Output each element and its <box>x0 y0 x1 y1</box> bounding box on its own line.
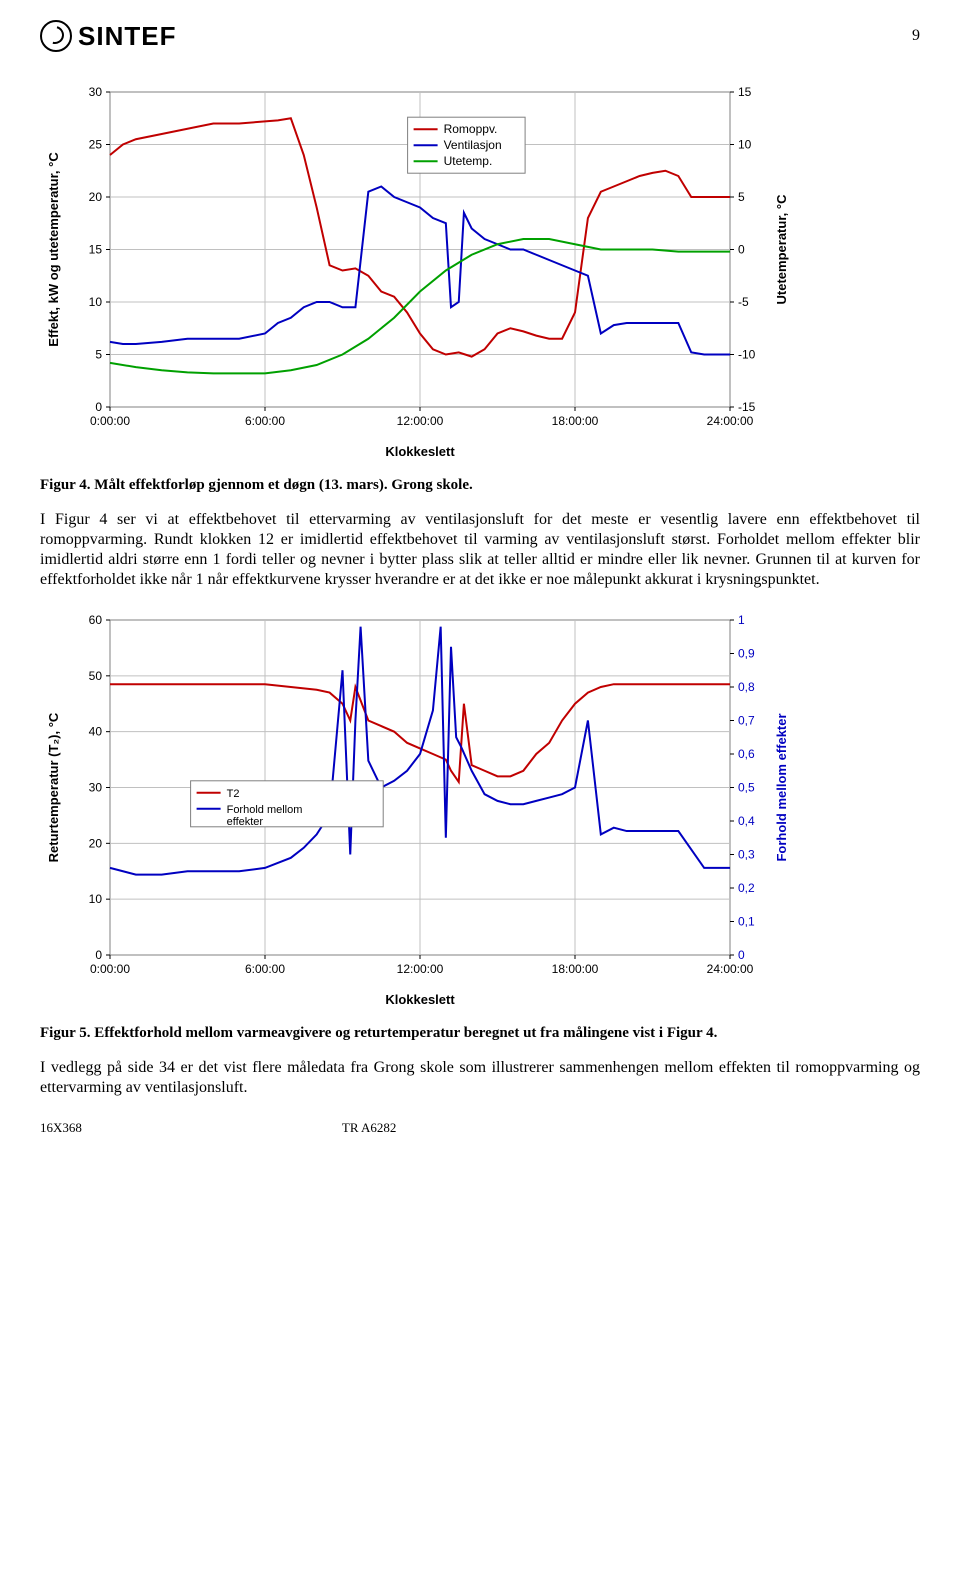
svg-text:effekter: effekter <box>227 816 264 828</box>
svg-text:5: 5 <box>738 190 745 204</box>
svg-text:30: 30 <box>89 781 103 795</box>
brand-name: SINTEF <box>78 21 176 52</box>
page-number: 9 <box>912 27 920 45</box>
svg-text:0,6: 0,6 <box>738 747 755 761</box>
svg-text:0,3: 0,3 <box>738 848 755 862</box>
paragraph-2: I vedlegg på side 34 er det vist flere m… <box>40 1058 920 1098</box>
svg-text:Romoppv.: Romoppv. <box>444 122 498 136</box>
svg-text:1: 1 <box>738 613 745 627</box>
svg-text:0,7: 0,7 <box>738 714 755 728</box>
svg-text:6:00:00: 6:00:00 <box>245 414 285 428</box>
svg-text:5: 5 <box>95 348 102 362</box>
footer-right: TR A6282 <box>342 1120 397 1136</box>
svg-text:0: 0 <box>738 948 745 962</box>
page-footer: 16X368 TR A6282 <box>40 1120 920 1136</box>
svg-text:Utetemperatur, °C: Utetemperatur, °C <box>774 194 789 305</box>
svg-text:6:00:00: 6:00:00 <box>245 962 285 976</box>
svg-text:-15: -15 <box>738 400 756 414</box>
svg-text:0,8: 0,8 <box>738 680 755 694</box>
svg-text:50: 50 <box>89 669 103 683</box>
figure-5-chart: 0 10 20 30 40 50 60 0 0,1 0,2 0,3 0,4 0,5 0,6 0,7 0,8 0,… <box>40 610 920 1015</box>
svg-text:12:00:00: 12:00:00 <box>397 414 444 428</box>
svg-text:Effekt, kW og utetemperatur, °: Effekt, kW og utetemperatur, °C <box>46 152 61 347</box>
svg-text:0,5: 0,5 <box>738 781 755 795</box>
svg-text:10: 10 <box>89 295 103 309</box>
svg-text:30: 30 <box>89 85 103 99</box>
svg-text:60: 60 <box>89 613 103 627</box>
paragraph-1: I Figur 4 ser vi at effektbehovet til et… <box>40 510 920 590</box>
svg-text:Utetemp.: Utetemp. <box>444 154 493 168</box>
chart1-svg: 0 5 10 15 20 25 30 -15 -10 -5 0 5 10 15 0:00:00 6:00:00… <box>40 82 800 462</box>
svg-text:20: 20 <box>89 836 103 850</box>
svg-text:40: 40 <box>89 725 103 739</box>
svg-text:0: 0 <box>95 400 102 414</box>
svg-text:0:00:00: 0:00:00 <box>90 962 130 976</box>
svg-text:Returtemperatur (T₂), °C: Returtemperatur (T₂), °C <box>46 712 61 862</box>
svg-text:24:00:00: 24:00:00 <box>707 962 754 976</box>
svg-text:24:00:00: 24:00:00 <box>707 414 754 428</box>
logo-mark-icon <box>40 20 72 52</box>
figure-4-chart: 0 5 10 15 20 25 30 -15 -10 -5 0 5 10 15 0:00:00 6:00:00… <box>40 82 920 467</box>
svg-text:-5: -5 <box>738 295 749 309</box>
svg-text:T2: T2 <box>227 788 240 800</box>
figure-4-caption: Figur 4. Målt effektforløp gjennom et dø… <box>40 477 920 494</box>
footer-left: 16X368 <box>40 1120 82 1136</box>
svg-text:Forhold mellom: Forhold mellom <box>227 804 303 816</box>
svg-text:0,4: 0,4 <box>738 814 755 828</box>
svg-text:0: 0 <box>95 948 102 962</box>
svg-text:Ventilasjon: Ventilasjon <box>444 138 502 152</box>
svg-text:0,1: 0,1 <box>738 915 755 929</box>
svg-text:18:00:00: 18:00:00 <box>552 414 599 428</box>
svg-text:12:00:00: 12:00:00 <box>397 962 444 976</box>
svg-text:Klokkeslett: Klokkeslett <box>385 444 455 459</box>
svg-text:0,2: 0,2 <box>738 881 755 895</box>
figure-5-caption: Figur 5. Effektforhold mellom varmeavgiv… <box>40 1025 920 1042</box>
svg-text:10: 10 <box>738 138 752 152</box>
svg-text:25: 25 <box>89 138 103 152</box>
svg-text:Klokkeslett: Klokkeslett <box>385 992 455 1007</box>
page-header: SINTEF 9 <box>40 20 920 52</box>
svg-text:0: 0 <box>738 243 745 257</box>
svg-text:-10: -10 <box>738 348 756 362</box>
svg-text:Forhold mellom effekter: Forhold mellom effekter <box>774 713 789 861</box>
svg-text:15: 15 <box>89 243 103 257</box>
svg-text:15: 15 <box>738 85 752 99</box>
brand-logo: SINTEF <box>40 20 176 52</box>
svg-text:0:00:00: 0:00:00 <box>90 414 130 428</box>
svg-text:20: 20 <box>89 190 103 204</box>
svg-text:18:00:00: 18:00:00 <box>552 962 599 976</box>
svg-text:0,9: 0,9 <box>738 647 755 661</box>
svg-text:10: 10 <box>89 892 103 906</box>
chart2-svg: 0 10 20 30 40 50 60 0 0,1 0,2 0,3 0,4 0,5 0,6 0,7 0,8 0,… <box>40 610 800 1010</box>
